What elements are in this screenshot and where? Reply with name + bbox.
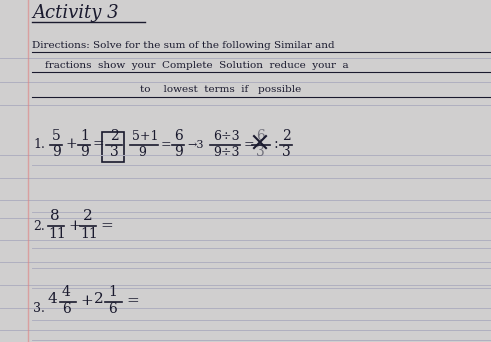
Text: 6: 6 <box>108 302 117 316</box>
Text: 9÷3: 9÷3 <box>213 146 240 159</box>
Text: 2: 2 <box>83 209 93 223</box>
Text: Activity 3: Activity 3 <box>32 4 119 22</box>
Text: 3: 3 <box>110 145 119 159</box>
Text: +: + <box>66 137 78 151</box>
Text: 6: 6 <box>256 129 265 143</box>
Text: 9: 9 <box>52 145 61 159</box>
Text: =: = <box>93 137 105 151</box>
Text: =: = <box>244 138 255 151</box>
Text: →3: →3 <box>187 140 203 150</box>
Text: +: + <box>68 219 81 233</box>
Text: fractions  show  your  Complete  Solution  reduce  your  a: fractions show your Complete Solution re… <box>45 61 349 70</box>
Text: 1.: 1. <box>33 138 45 151</box>
Text: 1: 1 <box>108 285 117 299</box>
Text: 9: 9 <box>174 145 183 159</box>
Text: :: : <box>274 137 278 151</box>
Text: 9: 9 <box>80 145 89 159</box>
Text: 8: 8 <box>50 209 59 223</box>
Text: 3: 3 <box>256 145 265 159</box>
Text: 5: 5 <box>52 129 61 143</box>
Text: 2: 2 <box>110 129 119 143</box>
Text: Directions: Solve for the sum of the following Similar and: Directions: Solve for the sum of the fol… <box>32 41 335 50</box>
Text: =: = <box>126 294 139 308</box>
Text: 3: 3 <box>282 145 291 159</box>
Text: 6÷3: 6÷3 <box>213 130 240 143</box>
Text: 5+1: 5+1 <box>132 130 159 143</box>
Text: 11: 11 <box>80 227 98 241</box>
Text: 2: 2 <box>94 292 104 306</box>
Text: 2.: 2. <box>33 220 45 233</box>
Text: 6: 6 <box>62 302 71 316</box>
Text: 6: 6 <box>174 129 183 143</box>
Text: +: + <box>80 294 93 308</box>
Text: 9: 9 <box>138 146 146 159</box>
Text: 1: 1 <box>80 129 89 143</box>
Text: =: = <box>100 219 113 233</box>
Text: to    lowest  terms  if   possible: to lowest terms if possible <box>140 85 301 94</box>
Text: 4: 4 <box>48 292 58 306</box>
Text: 2: 2 <box>282 129 291 143</box>
Text: 11: 11 <box>48 227 66 241</box>
Text: 3.: 3. <box>33 302 45 315</box>
Text: 4: 4 <box>62 285 71 299</box>
Text: =: = <box>161 138 172 151</box>
